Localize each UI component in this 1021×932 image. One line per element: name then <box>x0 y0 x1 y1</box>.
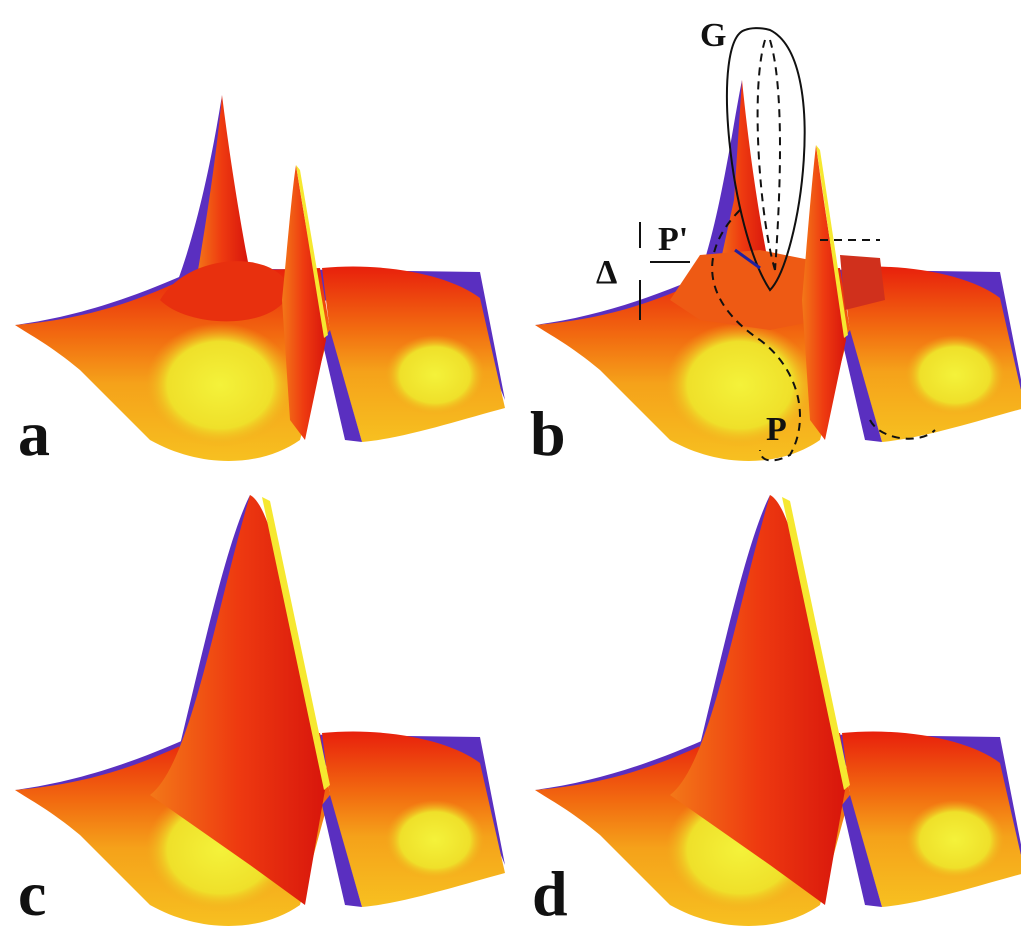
panel-a: a <box>15 95 505 469</box>
annotation: G <box>700 17 726 54</box>
annotation: P' <box>658 221 688 258</box>
panel-b: b G P' Δ P <box>530 17 1021 469</box>
panel-label: b <box>530 398 566 469</box>
panel-label: c <box>18 858 46 929</box>
panel-c: c <box>15 495 505 929</box>
annotation: P <box>766 411 787 448</box>
panel-label: a <box>18 398 50 469</box>
panel-label: d <box>532 858 568 929</box>
panel-d: d <box>532 495 1021 929</box>
annotation: Δ <box>596 254 617 291</box>
